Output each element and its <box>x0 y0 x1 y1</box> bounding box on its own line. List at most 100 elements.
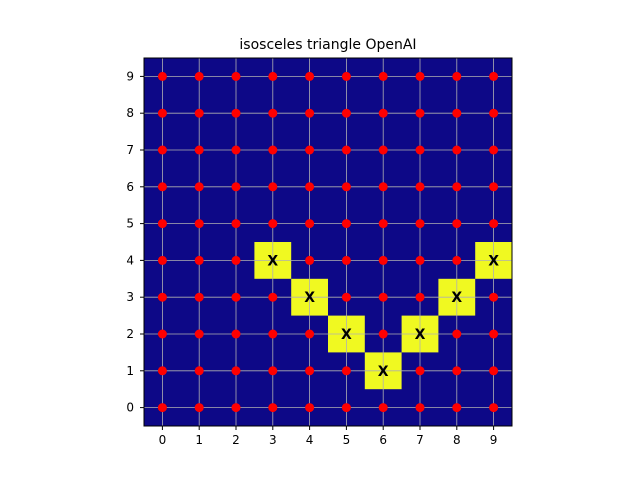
point-9-8 <box>489 108 499 118</box>
y-tick-label-0: 0 <box>126 401 134 415</box>
y-tick-label-4: 4 <box>126 253 134 267</box>
point-0-7 <box>157 145 167 155</box>
point-1-4 <box>194 255 204 265</box>
point-6-2 <box>378 329 388 339</box>
cell-label-7-2: X <box>415 327 426 343</box>
y-tick-label-2: 2 <box>126 327 134 341</box>
point-0-3 <box>157 292 167 302</box>
point-3-8 <box>268 108 278 118</box>
y-tick-label-3: 3 <box>126 290 134 304</box>
cell-label-3-4: X <box>267 253 278 269</box>
point-8-5 <box>452 219 462 229</box>
point-5-7 <box>341 145 351 155</box>
point-2-2 <box>231 329 241 339</box>
point-7-1 <box>415 366 425 376</box>
point-8-9 <box>452 71 462 81</box>
x-tick-label-7: 7 <box>416 433 424 447</box>
point-1-2 <box>194 329 204 339</box>
point-4-6 <box>305 182 315 192</box>
point-2-6 <box>231 182 241 192</box>
x-tick-label-0: 0 <box>159 433 167 447</box>
x-tick-label-2: 2 <box>232 433 240 447</box>
y-tick-label-9: 9 <box>126 69 134 83</box>
point-4-9 <box>305 71 315 81</box>
point-4-7 <box>305 145 315 155</box>
point-7-0 <box>415 403 425 413</box>
point-8-8 <box>452 108 462 118</box>
point-3-1 <box>268 366 278 376</box>
point-1-3 <box>194 292 204 302</box>
point-5-1 <box>341 366 351 376</box>
y-tick-label-8: 8 <box>126 106 134 120</box>
cell-label-8-3: X <box>451 290 462 306</box>
point-0-8 <box>157 108 167 118</box>
point-3-2 <box>268 329 278 339</box>
point-0-5 <box>157 219 167 229</box>
point-2-9 <box>231 71 241 81</box>
point-6-7 <box>378 145 388 155</box>
point-9-5 <box>489 219 499 229</box>
heatmap-background <box>144 58 512 426</box>
cell-label-5-2: X <box>341 327 352 343</box>
point-5-4 <box>341 255 351 265</box>
point-0-1 <box>157 366 167 376</box>
point-9-6 <box>489 182 499 192</box>
point-3-7 <box>268 145 278 155</box>
point-3-0 <box>268 403 278 413</box>
point-5-6 <box>341 182 351 192</box>
point-3-6 <box>268 182 278 192</box>
point-2-4 <box>231 255 241 265</box>
point-3-9 <box>268 71 278 81</box>
point-5-5 <box>341 219 351 229</box>
point-5-8 <box>341 108 351 118</box>
point-2-5 <box>231 219 241 229</box>
x-tick-label-4: 4 <box>306 433 314 447</box>
point-2-3 <box>231 292 241 302</box>
y-tick-label-5: 5 <box>126 217 134 231</box>
point-1-9 <box>194 71 204 81</box>
point-1-7 <box>194 145 204 155</box>
point-5-9 <box>341 71 351 81</box>
point-6-4 <box>378 255 388 265</box>
point-9-9 <box>489 71 499 81</box>
point-0-2 <box>157 329 167 339</box>
point-6-8 <box>378 108 388 118</box>
point-7-5 <box>415 219 425 229</box>
cell-label-6-1: X <box>378 364 389 380</box>
point-2-8 <box>231 108 241 118</box>
point-7-7 <box>415 145 425 155</box>
x-tick-label-3: 3 <box>269 433 277 447</box>
point-9-3 <box>489 292 499 302</box>
point-4-1 <box>305 366 315 376</box>
point-3-3 <box>268 292 278 302</box>
point-7-4 <box>415 255 425 265</box>
point-8-2 <box>452 329 462 339</box>
x-tick-label-5: 5 <box>343 433 351 447</box>
point-5-3 <box>341 292 351 302</box>
point-9-1 <box>489 366 499 376</box>
y-tick-label-1: 1 <box>126 364 134 378</box>
cell-label-4-3: X <box>304 290 315 306</box>
point-7-3 <box>415 292 425 302</box>
point-4-5 <box>305 219 315 229</box>
point-0-6 <box>157 182 167 192</box>
point-7-8 <box>415 108 425 118</box>
point-8-0 <box>452 403 462 413</box>
point-0-9 <box>157 71 167 81</box>
point-8-6 <box>452 182 462 192</box>
point-2-7 <box>231 145 241 155</box>
point-8-1 <box>452 366 462 376</box>
point-9-2 <box>489 329 499 339</box>
point-1-8 <box>194 108 204 118</box>
point-6-3 <box>378 292 388 302</box>
point-6-6 <box>378 182 388 192</box>
point-4-8 <box>305 108 315 118</box>
plot-frame <box>143 57 513 427</box>
point-9-0 <box>489 403 499 413</box>
point-4-4 <box>305 255 315 265</box>
point-7-9 <box>415 71 425 81</box>
point-7-6 <box>415 182 425 192</box>
point-1-0 <box>194 403 204 413</box>
